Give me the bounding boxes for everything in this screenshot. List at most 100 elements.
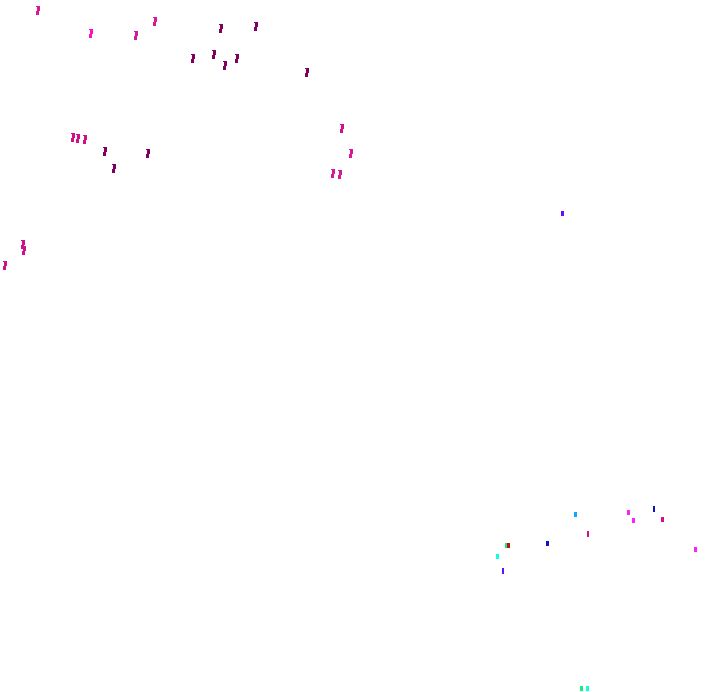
mark (587, 531, 589, 537)
mark (89, 29, 93, 38)
mark-segment (89, 34, 92, 38)
mark-segment (4, 262, 7, 266)
mark (153, 17, 157, 26)
mark-segment (340, 129, 343, 133)
mark (507, 543, 510, 548)
mark (561, 211, 564, 216)
mark (505, 543, 508, 548)
mark-segment (37, 7, 40, 11)
mark (653, 506, 655, 512)
mark-segment (36, 6, 40, 7)
mark-segment (339, 171, 342, 175)
mark-segment (71, 138, 74, 142)
mark (305, 68, 309, 77)
mark-segment (76, 139, 79, 143)
mark-segment (84, 136, 87, 140)
mark-segment (561, 211, 564, 216)
mark-segment (254, 22, 258, 23)
mark-segment (22, 246, 26, 247)
mark-segment (90, 30, 93, 34)
mark-segment (235, 54, 239, 55)
mark-segment (104, 148, 107, 152)
mark-segment (502, 568, 504, 574)
mark-segment (627, 510, 630, 515)
mark-segment (338, 170, 342, 171)
mark-segment (505, 543, 508, 548)
mark-segment (72, 134, 75, 138)
mark-segment (191, 59, 194, 63)
mark-segment (147, 150, 150, 154)
mark-segment (83, 135, 87, 136)
mark-segment (653, 506, 655, 512)
mark-segment (254, 27, 257, 31)
mark-segment (191, 54, 195, 55)
mark (338, 170, 342, 179)
mark-segment (340, 124, 344, 125)
mark-segment (71, 133, 75, 134)
mark-segment (349, 154, 352, 158)
mark-segment (632, 518, 635, 523)
mark-segment (235, 59, 238, 63)
mark-segment (223, 66, 226, 70)
mark (340, 124, 344, 133)
mark (134, 31, 138, 40)
mark-segment (546, 541, 549, 546)
mark-segment (103, 147, 107, 148)
mark-segment (77, 135, 80, 139)
mark-segment (113, 165, 116, 169)
mark-segment (36, 11, 39, 15)
mark-segment (103, 152, 106, 156)
mark-segment (153, 17, 157, 18)
mark-segment (236, 55, 239, 59)
mark-segment (134, 31, 138, 32)
mark-segment (587, 531, 589, 537)
mark-segment (496, 554, 499, 559)
mark-segment (586, 686, 589, 691)
mark-segment (112, 169, 115, 173)
mark-segment (212, 55, 215, 59)
mark (661, 517, 664, 522)
mark (632, 518, 635, 523)
mark-segment (3, 261, 7, 262)
mark-segment (146, 149, 150, 150)
mark-segment (76, 134, 80, 135)
mark-segment (305, 68, 309, 69)
mark (103, 147, 107, 156)
mark-segment (305, 73, 308, 77)
mark (580, 686, 583, 691)
mark-segment (255, 23, 258, 27)
mark-segment (3, 266, 6, 270)
mark (3, 261, 7, 270)
mark (331, 169, 335, 178)
mark (191, 54, 195, 63)
mark-segment (213, 51, 216, 55)
mark-segment (22, 241, 25, 245)
mark-segment (350, 150, 353, 154)
mark-segment (661, 517, 664, 522)
mark (502, 568, 504, 574)
mark-segment (338, 175, 341, 179)
mark (574, 512, 577, 517)
mark-segment (153, 22, 156, 26)
mark (586, 686, 589, 691)
mark-group (3, 6, 697, 691)
mark (112, 164, 116, 173)
mark (694, 547, 697, 552)
mark-segment (134, 36, 137, 40)
mark-segment (219, 29, 222, 33)
mark (496, 554, 499, 559)
mark-segment (89, 29, 93, 30)
mark-segment (23, 247, 26, 251)
mark-segment (331, 169, 335, 170)
mark-segment (219, 24, 223, 25)
mark-segment (223, 61, 227, 62)
mark-segment (21, 240, 25, 241)
mark (235, 54, 239, 63)
mark-segment (192, 55, 195, 59)
mark (349, 149, 353, 158)
mark-segment (574, 512, 577, 517)
mark-segment (580, 686, 583, 691)
mark (546, 541, 549, 546)
mark-segment (331, 174, 334, 178)
